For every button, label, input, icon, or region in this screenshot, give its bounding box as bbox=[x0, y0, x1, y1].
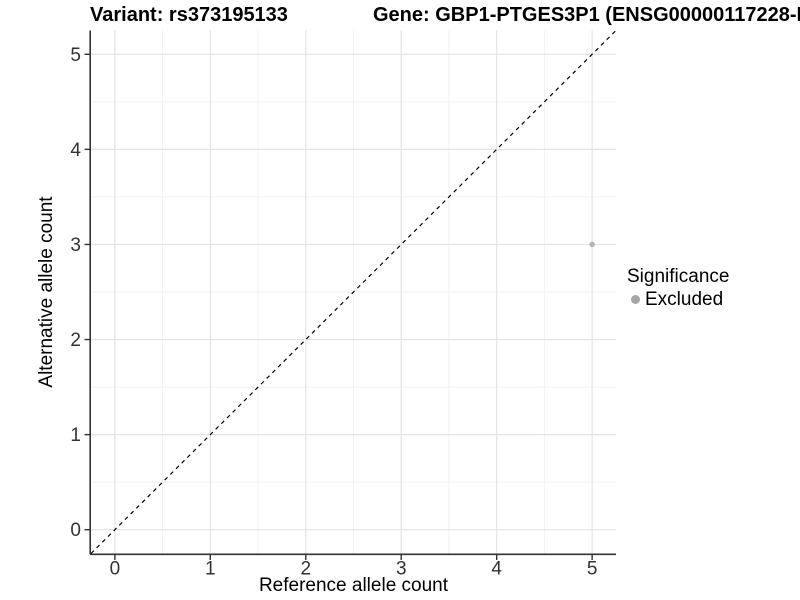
x-tick-label: 4 bbox=[491, 559, 502, 580]
excluded-point-icon bbox=[631, 295, 640, 304]
x-axis-title: Reference allele count bbox=[258, 575, 449, 596]
legend-title: Significance bbox=[627, 266, 730, 287]
plot-title-gene: Gene: GBP1-PTGES3P1 (ENSG00000117228-E bbox=[373, 4, 800, 26]
y-tick-label: 1 bbox=[70, 425, 81, 446]
y-axis-title: Alternative allele count bbox=[36, 196, 57, 388]
plot-title-variant: Variant: rs373195133 bbox=[90, 4, 288, 26]
x-tick-label: 5 bbox=[587, 559, 598, 580]
x-tick-label: 0 bbox=[110, 559, 121, 580]
legend: Significance Excluded bbox=[627, 265, 729, 311]
legend-item-excluded: Excluded bbox=[627, 288, 729, 311]
y-tick-label: 3 bbox=[70, 235, 81, 256]
x-tick-label: 2 bbox=[300, 559, 311, 580]
data-point bbox=[589, 241, 595, 248]
y-tick-label: 0 bbox=[70, 520, 81, 541]
identity-reference-line bbox=[90, 30, 617, 554]
y-tick-label: 4 bbox=[70, 140, 81, 161]
x-tick-label: 1 bbox=[205, 559, 216, 580]
y-tick-label: 2 bbox=[70, 330, 81, 351]
legend-item-label: Excluded bbox=[645, 289, 724, 310]
y-tick-label: 5 bbox=[70, 45, 81, 66]
x-tick-label: 3 bbox=[396, 559, 407, 580]
